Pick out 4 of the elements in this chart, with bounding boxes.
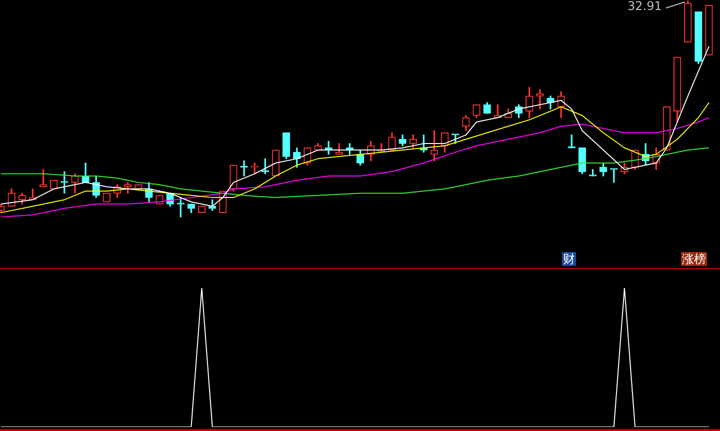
annotation: 32.91 bbox=[628, 0, 662, 14]
text: 涨榜 bbox=[681, 252, 707, 266]
candlestick bbox=[536, 89, 544, 110]
text: 财 bbox=[562, 252, 576, 266]
